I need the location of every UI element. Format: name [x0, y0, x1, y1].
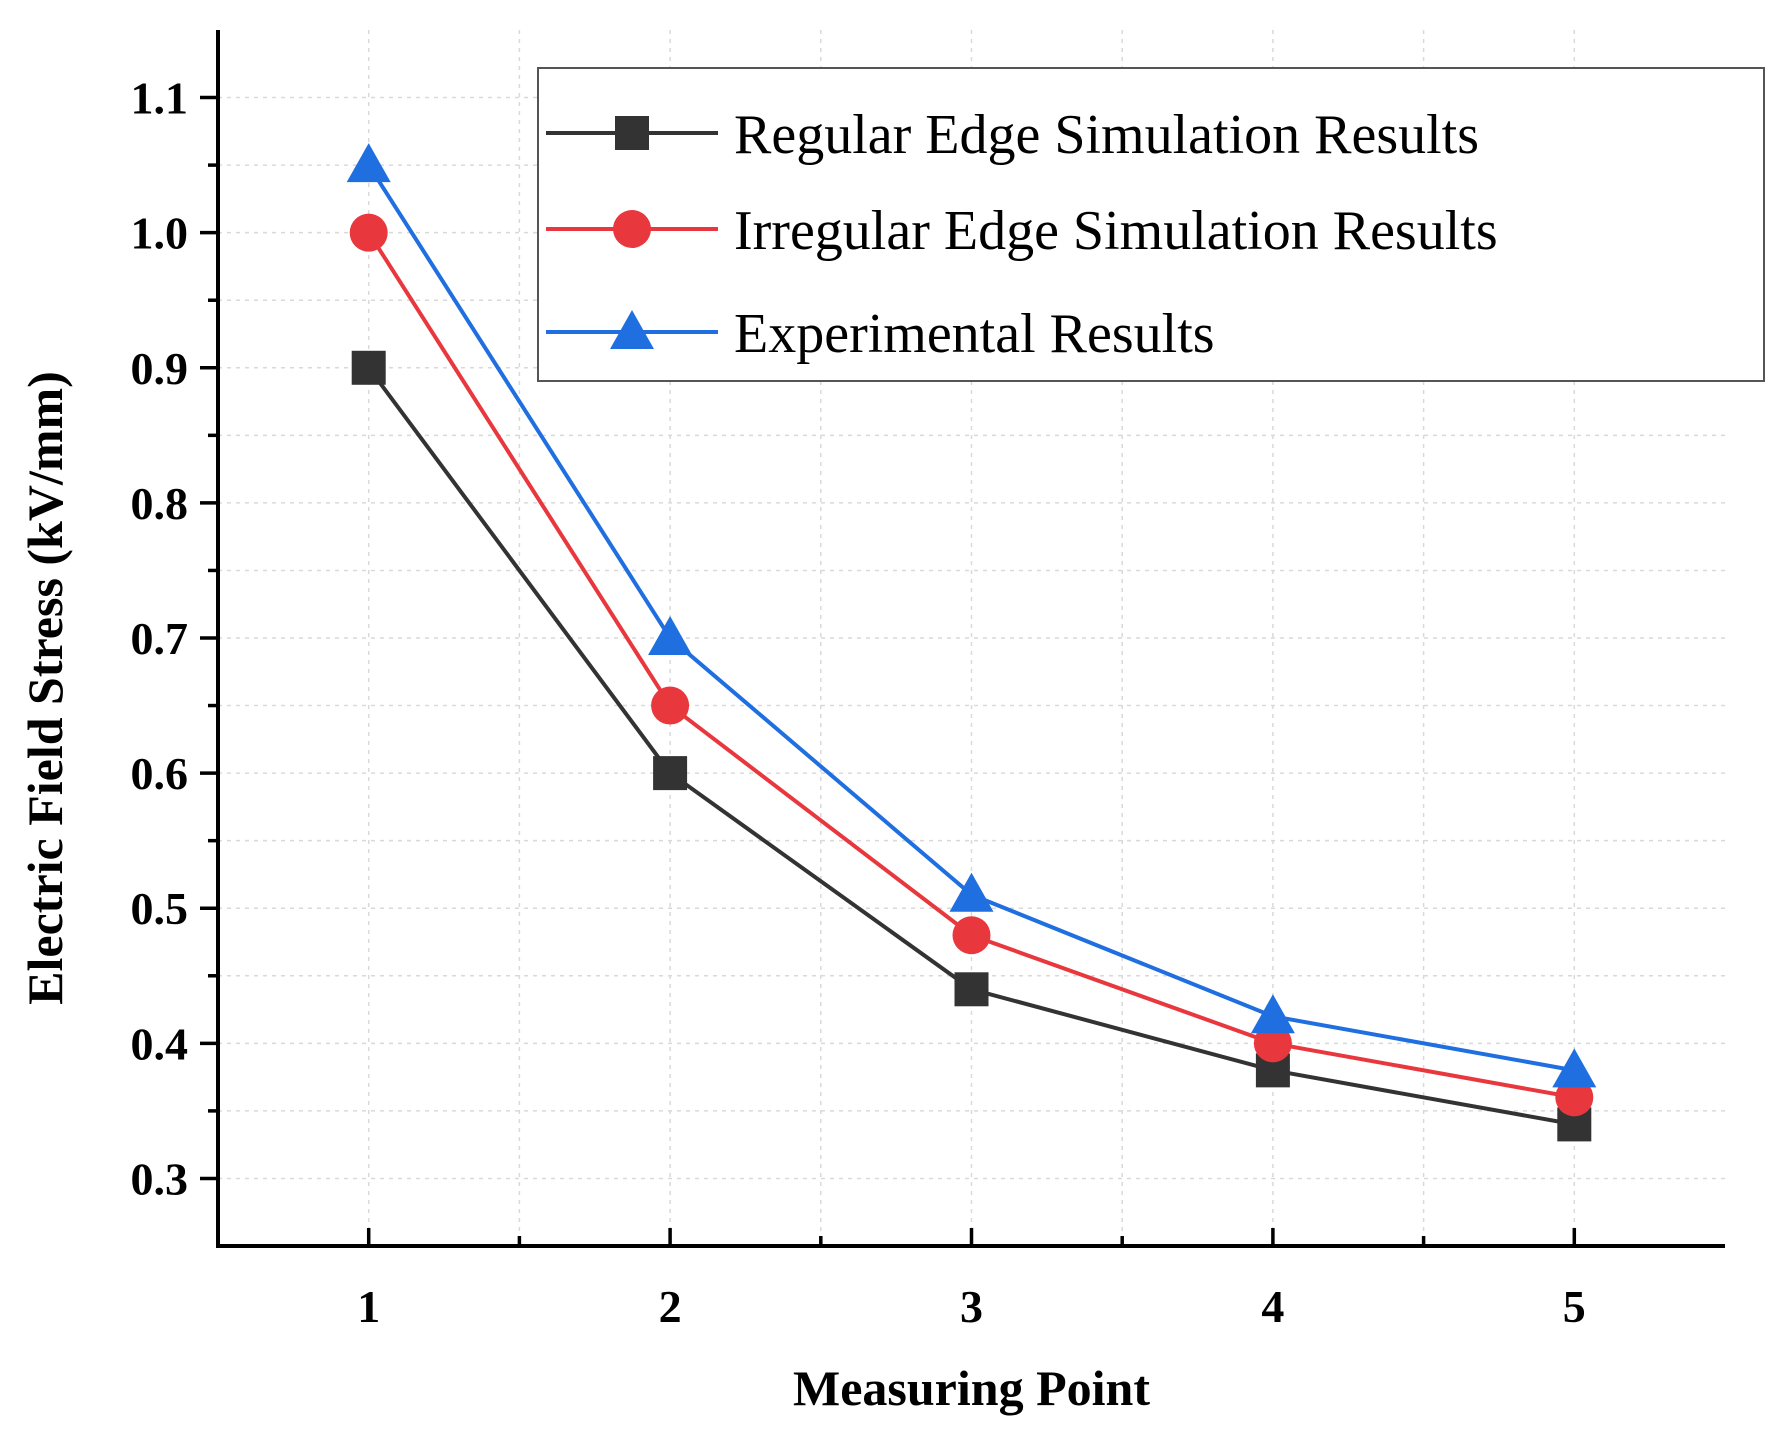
y-axis-title: Electric Field Stress (kV/mm) [17, 371, 73, 1005]
legend-swatch-marker [613, 210, 651, 248]
y-tick-label: 0.8 [131, 478, 189, 529]
y-tick-label: 0.4 [131, 1018, 189, 1069]
x-tick-label: 4 [1261, 1281, 1284, 1332]
x-tick-label: 2 [659, 1281, 682, 1332]
axes: 0.3 0.4 0.5 0.6 0.7 0.8 0.9 1.0 1.1 1 2 3 4 5 [131, 30, 1725, 1332]
x-tick-label: 5 [1563, 1281, 1586, 1332]
series-2-point [1253, 1024, 1292, 1063]
series-3-point [1250, 994, 1295, 1034]
series-2-point [349, 213, 388, 252]
series-3-point [648, 616, 693, 655]
series-2-point [952, 916, 991, 955]
series-2-point [651, 686, 690, 725]
legend-swatch-marker [615, 116, 649, 150]
y-tick-label: 0.5 [131, 883, 189, 934]
x-tick-label: 1 [357, 1281, 380, 1332]
series-3-point [1552, 1048, 1597, 1088]
series-1-point [653, 756, 688, 791]
x-axis-title: Measuring Point [793, 1360, 1150, 1416]
series-1-point [351, 350, 386, 385]
y-tick-label: 1.1 [131, 73, 189, 124]
series-plot [346, 143, 1597, 1142]
y-tick-label: 0.6 [131, 748, 189, 799]
series-3-point [346, 143, 391, 183]
series-3-point [949, 872, 994, 912]
legend: Regular Edge Simulation Results Irregular… [537, 67, 1765, 382]
legend-swatch-marker [610, 310, 654, 349]
y-tick-label: 0.3 [131, 1153, 189, 1204]
series-1-point [954, 972, 989, 1007]
legend-label: Irregular Edge Simulation Results [734, 200, 1498, 262]
legend-label: Regular Edge Simulation Results [734, 104, 1479, 166]
legend-box [537, 67, 1765, 382]
y-tick-label: 0.9 [131, 343, 189, 394]
y-tick-label: 1.0 [131, 208, 189, 259]
series-2-point [1555, 1078, 1594, 1117]
x-tick-label: 3 [960, 1281, 983, 1332]
legend-label: Experimental Results [734, 303, 1215, 365]
y-tick-label: 0.7 [131, 613, 189, 664]
